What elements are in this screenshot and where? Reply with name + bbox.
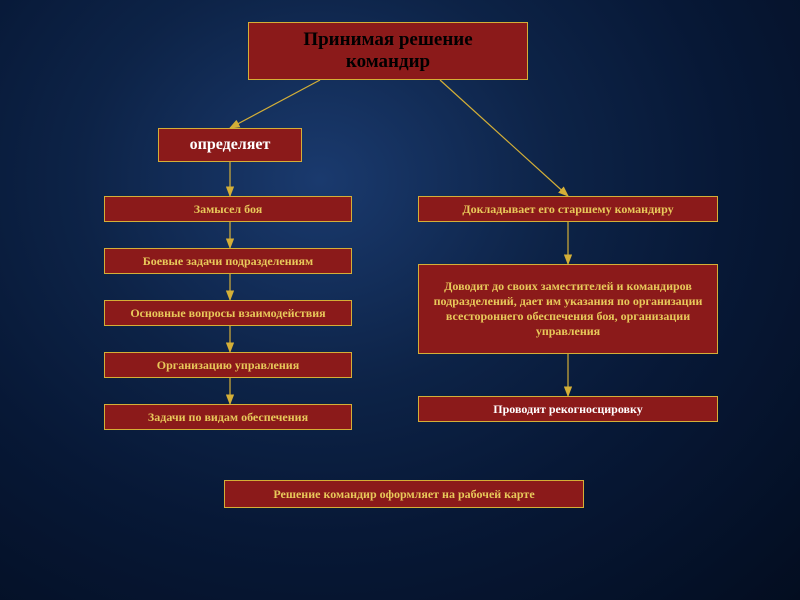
left-item: Основные вопросы взаимодействия <box>104 300 352 326</box>
title-text: Принимая решение командир <box>303 29 472 73</box>
left-item-label: Основные вопросы взаимодействия <box>130 306 325 321</box>
title-box: Принимая решение командир <box>248 22 528 80</box>
title-line2: командир <box>346 51 430 72</box>
footer-label: Решение командир оформляет на рабочей ка… <box>273 487 534 502</box>
left-item-label: Задачи по видам обеспечения <box>148 410 308 425</box>
left-item-label: Организацию управления <box>157 358 299 373</box>
footer-box: Решение командир оформляет на рабочей ка… <box>224 480 584 508</box>
left-item: Организацию управления <box>104 352 352 378</box>
right-item-label: Проводит рекогносцировку <box>493 402 643 417</box>
left-item: Боевые задачи подразделениям <box>104 248 352 274</box>
right-item: Проводит рекогносцировку <box>418 396 718 422</box>
right-item: Докладывает его старшему командиру <box>418 196 718 222</box>
right-item-label: Докладывает его старшему командиру <box>462 202 673 217</box>
defines-box: определяет <box>158 128 302 162</box>
right-item-label: Доводит до своих заместителей и командир… <box>427 279 709 339</box>
left-item-label: Замысел боя <box>194 202 263 217</box>
left-item: Замысел боя <box>104 196 352 222</box>
right-item: Доводит до своих заместителей и командир… <box>418 264 718 354</box>
left-item: Задачи по видам обеспечения <box>104 404 352 430</box>
left-item-label: Боевые задачи подразделениям <box>143 254 313 269</box>
defines-label: определяет <box>190 136 271 154</box>
title-line1: Принимая решение <box>303 29 472 50</box>
